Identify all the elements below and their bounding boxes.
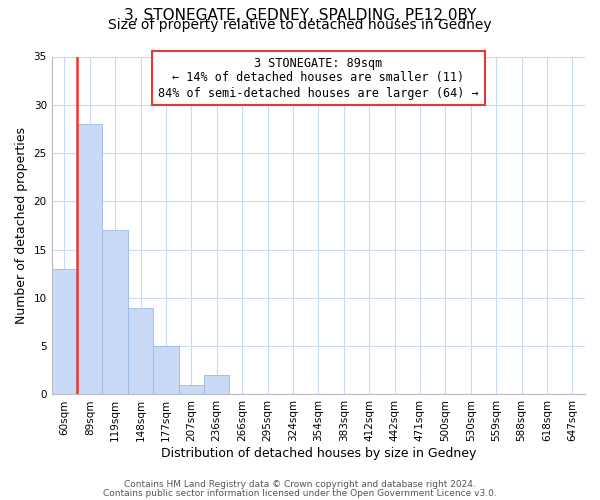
Text: Contains HM Land Registry data © Crown copyright and database right 2024.: Contains HM Land Registry data © Crown c… — [124, 480, 476, 489]
Text: 3, STONEGATE, GEDNEY, SPALDING, PE12 0BY: 3, STONEGATE, GEDNEY, SPALDING, PE12 0BY — [124, 8, 476, 22]
Y-axis label: Number of detached properties: Number of detached properties — [15, 127, 28, 324]
Text: Contains public sector information licensed under the Open Government Licence v3: Contains public sector information licen… — [103, 488, 497, 498]
Bar — [204, 375, 229, 394]
Bar — [179, 385, 204, 394]
Bar — [103, 230, 128, 394]
Bar — [153, 346, 179, 395]
Text: Size of property relative to detached houses in Gedney: Size of property relative to detached ho… — [108, 18, 492, 32]
Bar — [128, 308, 153, 394]
X-axis label: Distribution of detached houses by size in Gedney: Distribution of detached houses by size … — [161, 447, 476, 460]
Text: 3 STONEGATE: 89sqm
← 14% of detached houses are smaller (11)
84% of semi-detache: 3 STONEGATE: 89sqm ← 14% of detached hou… — [158, 56, 479, 100]
Bar — [77, 124, 103, 394]
Bar — [52, 269, 77, 394]
